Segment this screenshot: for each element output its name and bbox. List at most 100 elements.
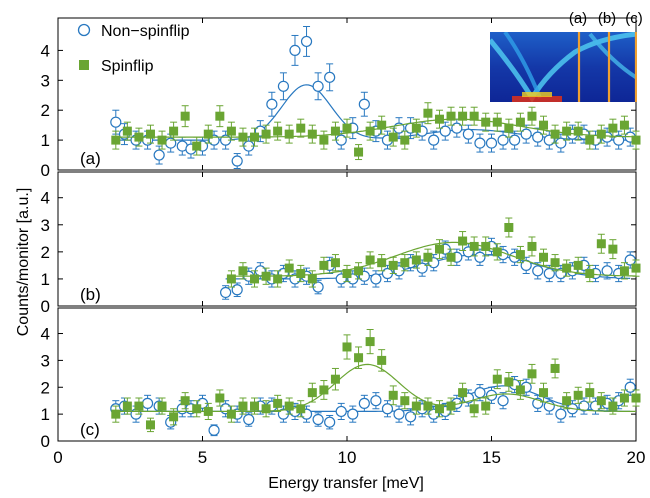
data-point-spinflip	[330, 258, 340, 268]
data-point-spinflip	[481, 401, 491, 411]
data-point-spinflip	[296, 123, 306, 133]
data-point-spinflip	[539, 120, 549, 130]
data-point-non-spinflip	[289, 44, 301, 57]
data-point-spinflip	[377, 258, 387, 268]
data-point-spinflip	[273, 274, 283, 284]
data-point-spinflip	[354, 147, 364, 157]
data-point-spinflip	[411, 255, 421, 265]
data-point-spinflip	[562, 263, 572, 273]
data-point-spinflip	[169, 412, 179, 422]
data-point-spinflip	[238, 132, 248, 142]
data-point-spinflip	[250, 132, 260, 142]
data-point-non-spinflip	[601, 265, 613, 277]
data-point-spinflip	[342, 342, 352, 352]
data-point-non-spinflip	[532, 131, 544, 143]
data-point-non-spinflip	[509, 134, 521, 146]
data-point-spinflip	[377, 355, 387, 365]
data-point-non-spinflip	[370, 273, 382, 285]
data-point-spinflip	[226, 409, 236, 419]
data-point-non-spinflip	[110, 116, 122, 128]
data-point-spinflip	[573, 390, 583, 400]
y-tick-label: 2	[41, 378, 50, 397]
data-point-spinflip	[550, 129, 560, 139]
data-point-spinflip	[388, 390, 398, 400]
y-tick-label: 3	[41, 216, 50, 235]
data-point-spinflip	[434, 244, 444, 254]
inset-label-c: (c)	[625, 10, 643, 27]
fit-curve	[115, 84, 631, 141]
series-non-spinflip	[110, 376, 636, 437]
data-point-spinflip	[377, 120, 387, 130]
panels-group: 0 1 2 3 4 (a) 0 1 2 3 4 (b) 0 1 2 3 4 0 5 10 15 20 (c)	[41, 17, 646, 467]
inset-dispersion-branch	[503, 32, 542, 99]
legend: Non−spinflip Spinflip	[77, 23, 190, 75]
panel-a: 0 1 2 3 4 (a)	[41, 17, 641, 180]
series-spinflip	[226, 217, 641, 288]
y-tick-label: 4	[41, 325, 50, 344]
data-point-non-spinflip	[165, 137, 177, 149]
data-point-spinflip	[122, 401, 132, 411]
data-point-non-spinflip	[381, 403, 394, 415]
panel-label: (c)	[80, 420, 100, 439]
data-point-non-spinflip	[532, 265, 544, 277]
data-point-spinflip	[573, 260, 583, 270]
legend-nsf-marker	[77, 23, 91, 37]
data-point-non-spinflip	[300, 35, 313, 48]
data-point-spinflip	[134, 132, 144, 142]
data-point-spinflip	[539, 252, 549, 262]
data-point-spinflip	[411, 123, 421, 133]
fit-curve	[115, 363, 636, 412]
data-point-non-spinflip	[474, 251, 486, 263]
series-spinflip	[111, 328, 641, 433]
data-point-spinflip	[550, 363, 560, 373]
data-point-spinflip	[423, 252, 433, 262]
data-point-spinflip	[157, 135, 167, 145]
data-point-spinflip	[550, 258, 560, 268]
data-point-spinflip	[330, 374, 340, 384]
data-point-spinflip	[296, 404, 306, 414]
data-point-non-spinflip	[153, 149, 165, 161]
panel-frame	[57, 307, 637, 442]
data-point-non-spinflip	[462, 128, 474, 140]
data-point-spinflip	[180, 111, 190, 121]
y-tick-label: 4	[41, 189, 50, 208]
data-point-spinflip	[596, 129, 606, 139]
data-point-spinflip	[458, 236, 468, 246]
data-point-spinflip	[400, 396, 410, 406]
data-point-spinflip	[504, 222, 514, 232]
data-point-non-spinflip	[324, 416, 336, 428]
data-point-spinflip	[250, 274, 260, 284]
y-tick-label: 3	[41, 351, 50, 370]
y-tick-label: 4	[41, 41, 50, 60]
inset-map	[490, 32, 637, 102]
data-point-spinflip	[284, 129, 294, 139]
series-non-spinflip	[220, 237, 636, 300]
data-point-spinflip	[608, 401, 618, 411]
data-point-spinflip	[515, 385, 525, 395]
data-point-spinflip	[319, 385, 329, 395]
data-point-non-spinflip	[520, 128, 532, 140]
data-point-spinflip	[122, 126, 132, 136]
data-point-spinflip	[261, 129, 271, 139]
x-tick-label: 20	[627, 448, 646, 467]
y-tick-label: 0	[41, 297, 50, 316]
data-point-spinflip	[203, 129, 213, 139]
data-point-spinflip	[365, 337, 375, 347]
panel-label: (a)	[80, 149, 101, 168]
data-point-non-spinflip	[439, 125, 451, 137]
data-point-spinflip	[226, 126, 236, 136]
data-point-spinflip	[215, 393, 225, 403]
data-point-non-spinflip	[485, 137, 498, 149]
data-point-spinflip	[342, 269, 352, 279]
data-point-spinflip	[527, 369, 537, 379]
data-point-spinflip	[145, 420, 155, 430]
inset-dispersion-branch	[490, 32, 637, 102]
data-point-spinflip	[307, 129, 317, 139]
x-axis-label: Energy transfer [meV]	[268, 475, 424, 492]
data-point-spinflip	[400, 258, 410, 268]
data-point-non-spinflip	[312, 413, 324, 426]
data-point-spinflip	[354, 353, 364, 363]
panel-frame	[57, 171, 637, 307]
data-point-spinflip	[296, 269, 306, 279]
data-point-non-spinflip	[335, 405, 347, 418]
